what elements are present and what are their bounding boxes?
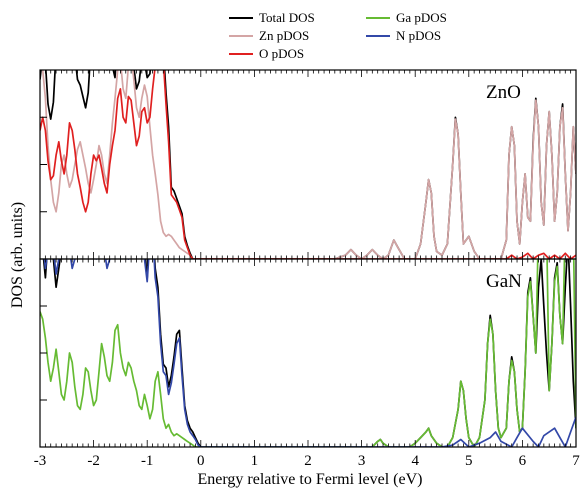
- legend: Total DOS Zn pDOS O pDOS Ga pDOS N pDOS: [229, 10, 447, 61]
- legend-entry-n-pdos: N pDOS: [366, 28, 441, 43]
- x-tick-label: 3: [358, 453, 366, 469]
- x-tick-label: 6: [519, 453, 527, 469]
- legend-label: O pDOS: [259, 46, 304, 61]
- x-tick-label: 1: [251, 453, 259, 469]
- legend-entry-ga-pdos: Ga pDOS: [366, 10, 447, 25]
- legend-label: Total DOS: [259, 10, 315, 25]
- x-tick-label: 2: [304, 453, 312, 469]
- x-tick-label: 7: [572, 453, 580, 469]
- panel-title-gan: GaN: [486, 271, 522, 292]
- x-axis-label: Energy relative to Fermi level (eV): [198, 471, 423, 488]
- legend-label: Zn pDOS: [259, 28, 309, 43]
- x-tick-label: -3: [34, 453, 47, 469]
- x-tick-label: 4: [411, 453, 419, 469]
- x-tick-label: -1: [141, 453, 154, 469]
- x-tick-label: 5: [465, 453, 473, 469]
- panel-gan: GaN: [39, 258, 577, 448]
- panel-title-zno: ZnO: [486, 82, 521, 103]
- panel-zno: ZnO: [39, 69, 577, 260]
- legend-label: N pDOS: [396, 28, 441, 43]
- legend-entry-zn-pdos: Zn pDOS: [229, 28, 309, 43]
- legend-entry-o-pdos: O pDOS: [229, 46, 304, 61]
- x-axis: -3 -2 -1 0 1 2 3 4 5 6 7: [34, 453, 581, 469]
- x-tick-label: -2: [87, 453, 100, 469]
- x-tick-label: 0: [197, 453, 205, 469]
- series-n-pdos-line: [43, 259, 576, 447]
- series-o-pdos-line: [40, 70, 576, 259]
- y-axis-label: DOS (arb. units): [9, 202, 26, 308]
- legend-entry-total-dos: Total DOS: [229, 10, 315, 25]
- legend-label: Ga pDOS: [396, 10, 447, 25]
- series-total-dos-line: [40, 70, 576, 259]
